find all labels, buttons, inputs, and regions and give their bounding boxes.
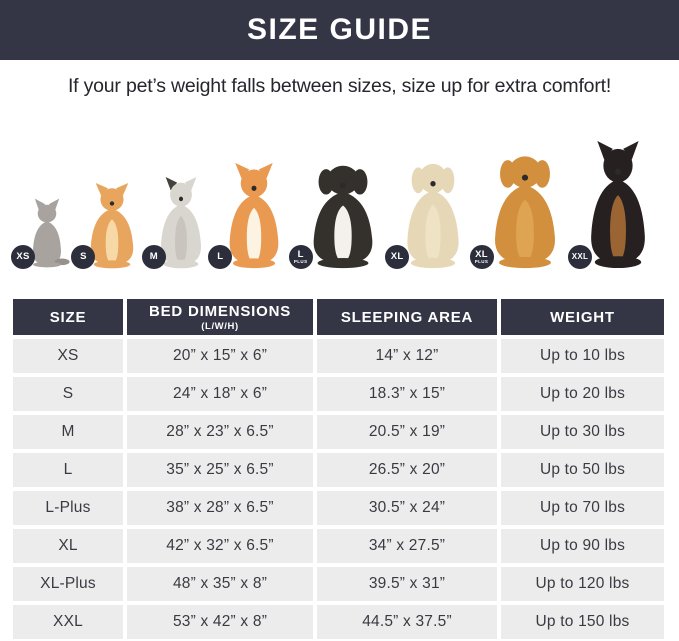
cell-sleeping_area-row-xs: 14” x 12” — [317, 339, 497, 373]
dog-illustration — [229, 163, 279, 269]
cell-size-row-xl-plus: XL-Plus — [13, 567, 123, 601]
cell-bed_dimensions-row-m: 28” x 23” x 6.5” — [127, 415, 313, 449]
cell-size-row-xxl: XXL — [13, 605, 123, 639]
cell-bed_dimensions-row-l: 35” x 25” x 6.5” — [127, 453, 313, 487]
cell-size-row-xs: XS — [13, 339, 123, 373]
col-header-size: SIZE — [13, 299, 123, 335]
cell-size-row-s: S — [13, 377, 123, 411]
size-badge-doberman: XXL — [567, 245, 592, 269]
cell-weight-row-s: Up to 20 lbs — [501, 377, 664, 411]
pet-border-collie: L PLUS — [288, 159, 390, 269]
dog-illustration — [313, 165, 373, 269]
size-badge-label: XL — [390, 251, 404, 263]
cell-sleeping_area-row-xxl: 44.5” x 37.5” — [317, 605, 497, 639]
col-header-bed-dimensions: BED DIMENSIONS (L/W/H) — [127, 299, 313, 335]
size-badge-label: M — [149, 251, 158, 263]
pet-grey-cat: XS — [11, 197, 76, 269]
size-badge-label: XS — [16, 251, 30, 263]
size-badge-grey-cat: XS — [11, 245, 35, 269]
size-badge-label: L — [217, 251, 224, 263]
dog-illustration — [160, 177, 201, 269]
cell-weight-row-xxl: Up to 150 lbs — [501, 605, 664, 639]
size-badge-label: XXL — [571, 252, 589, 261]
cell-size-row-m: M — [13, 415, 123, 449]
size-up-note: If your pet’s weight falls between sizes… — [67, 75, 612, 97]
dog-illustration — [407, 163, 459, 269]
cell-weight-row-l-plus: Up to 70 lbs — [501, 491, 664, 525]
pet-golden-retriever: XL PLUS — [469, 149, 573, 269]
cell-sleeping_area-row-l-plus: 30.5” x 24” — [317, 491, 497, 525]
dog-illustration — [494, 156, 555, 269]
cell-weight-row-m: Up to 30 lbs — [501, 415, 664, 449]
col-header-weight: WEIGHT — [501, 299, 664, 335]
pet-shiba-inu: L — [208, 163, 293, 269]
header-banner: SIZE GUIDE — [0, 0, 679, 60]
size-badge-border-collie: L PLUS — [288, 245, 313, 269]
cell-bed_dimensions-row-l-plus: 38” x 28” x 6.5” — [127, 491, 313, 525]
cell-sleeping_area-row-xl: 34” x 27.5” — [317, 529, 497, 563]
cell-sleeping_area-row-l: 26.5” x 20” — [317, 453, 497, 487]
col-header-bed-dimensions-label: BED DIMENSIONS — [148, 302, 292, 320]
pet-doberman: XXL — [567, 141, 661, 269]
col-header-sleeping-area: SLEEPING AREA — [317, 299, 497, 335]
size-table: SIZE BED DIMENSIONS (L/W/H) SLEEPING ARE… — [13, 299, 666, 639]
pet-size-illustrations: XS S M L L PLUS XL XL PLUS XXL — [0, 99, 679, 269]
pet-french-bulldog: M — [141, 177, 213, 269]
size-badge-shiba-inu: L — [208, 245, 233, 269]
cell-bed_dimensions-row-xl: 42” x 32” x 6.5” — [127, 529, 313, 563]
pet-pomeranian: S — [71, 183, 146, 269]
size-badge-golden-retriever: XL PLUS — [469, 245, 494, 269]
cell-weight-row-l: Up to 50 lbs — [501, 453, 664, 487]
cell-size-row-l: L — [13, 453, 123, 487]
col-header-bed-dimensions-sub: (L/W/H) — [201, 320, 239, 332]
dog-illustration — [591, 141, 645, 269]
page-title: SIZE GUIDE — [246, 13, 433, 46]
size-badge-sub: PLUS — [474, 259, 489, 264]
cell-size-row-xl: XL — [13, 529, 123, 563]
size-badge-pomeranian: S — [71, 245, 96, 269]
size-badge-label: S — [80, 251, 87, 263]
size-badge-label: XL — [475, 248, 488, 260]
size-badge-label: L — [297, 248, 304, 260]
cell-sleeping_area-row-m: 20.5” x 19” — [317, 415, 497, 449]
pet-labrador: XL — [385, 157, 474, 269]
cell-bed_dimensions-row-s: 24” x 18” x 6” — [127, 377, 313, 411]
col-header-size-label: SIZE — [49, 308, 87, 326]
col-header-sleeping-area-label: SLEEPING AREA — [340, 308, 474, 326]
size-badge-french-bulldog: M — [141, 245, 166, 269]
size-badge-sub: PLUS — [293, 259, 308, 264]
size-badge-labrador: XL — [385, 245, 410, 269]
cell-weight-row-xl: Up to 90 lbs — [501, 529, 664, 563]
cell-bed_dimensions-row-xxl: 53” x 42” x 8” — [127, 605, 313, 639]
dog-illustration — [91, 183, 134, 269]
cell-bed_dimensions-row-xl-plus: 48” x 35” x 8” — [127, 567, 313, 601]
cell-sleeping_area-row-xl-plus: 39.5” x 31” — [317, 567, 497, 601]
cell-weight-row-xl-plus: Up to 120 lbs — [501, 567, 664, 601]
cell-size-row-l-plus: L-Plus — [13, 491, 123, 525]
cell-weight-row-xs: Up to 10 lbs — [501, 339, 664, 373]
cell-bed_dimensions-row-xs: 20” x 15” x 6” — [127, 339, 313, 373]
cat-illustration — [33, 198, 70, 268]
col-header-weight-label: WEIGHT — [550, 308, 615, 326]
cell-sleeping_area-row-s: 18.3” x 15” — [317, 377, 497, 411]
